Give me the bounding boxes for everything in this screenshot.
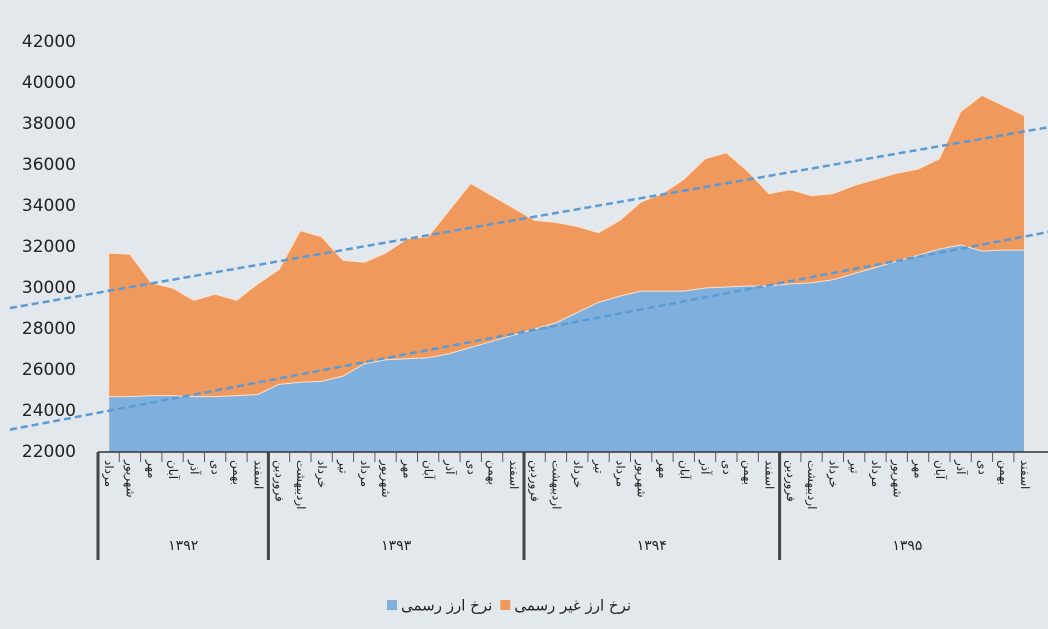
group-label: ۱۳۹۵ (892, 538, 922, 554)
x-tick-label: دی (975, 460, 989, 475)
legend-label: نرخ ارز غیر رسمی (514, 597, 631, 615)
x-tick-label: شهریور (122, 459, 137, 498)
x-tick-label: آذر (953, 459, 969, 475)
x-tick-label: اسفند (507, 460, 521, 489)
x-tick-label: مرداد (357, 460, 372, 487)
x-tick-label: تیر (847, 459, 862, 474)
x-tick-label: اردیبهشت (804, 460, 819, 509)
x-tick-label: مرداد (612, 460, 627, 487)
x-tick-label: بهمن (229, 460, 244, 485)
y-tick-label: 38000 (22, 114, 76, 134)
x-tick-label: مهر (655, 459, 670, 479)
y-tick-label: 30000 (22, 278, 76, 298)
x-tick-label: تیر (591, 459, 606, 474)
x-tick-label: خرداد (570, 460, 585, 488)
trendline (9, 230, 1048, 431)
group-label: ۱۳۹۴ (637, 538, 667, 554)
x-tick-label: آذر (442, 459, 458, 475)
y-tick-label: 28000 (22, 319, 76, 339)
x-tick-label: شهریور (378, 459, 393, 498)
group-label: ۱۳۹۲ (168, 538, 198, 554)
x-tick-label: فروردین (272, 460, 287, 502)
x-tick-label: بهمن (996, 460, 1011, 485)
y-tick-label: 26000 (22, 360, 76, 380)
x-tick-label: آبان (422, 460, 437, 480)
x-tick-label: اردیبهشت (548, 460, 563, 509)
x-tick-label: آذر (186, 459, 202, 475)
x-tick-label: شهریور (634, 459, 649, 498)
x-tick-label: آبان (166, 460, 181, 480)
x-tick-label: مرداد (101, 460, 116, 487)
x-tick-label: آذر (698, 459, 714, 475)
x-tick-label: بهمن (740, 460, 755, 485)
x-tick-label: شهریور (889, 459, 904, 498)
x-tick-label: خرداد (825, 460, 840, 488)
x-tick-label: مهر (144, 459, 159, 479)
x-tick-label: دی (209, 460, 223, 475)
group-label: ۱۳۹۳ (381, 538, 412, 554)
x-tick-label: دی (720, 460, 734, 475)
x-tick-label: آبان (933, 460, 948, 480)
x-tick-label: فروردین (783, 460, 798, 502)
x-tick-label: خرداد (314, 460, 329, 488)
area (108, 244, 1026, 453)
x-tick-label: بهمن (485, 460, 500, 485)
x-tick-label: فروردین (527, 460, 542, 502)
x-tick-label: اسفند (251, 460, 265, 489)
y-tick-label: 36000 (22, 155, 76, 175)
legend-swatch (500, 600, 511, 610)
y-tick-label: 40000 (22, 73, 76, 93)
y-tick-label: 24000 (22, 401, 76, 421)
x-tick-label: مهر (911, 459, 926, 479)
x-tick-label: دی (464, 460, 478, 475)
y-tick-label: 32000 (22, 237, 76, 257)
y-tick-label: 42000 (22, 32, 76, 52)
y-tick-label: 22000 (22, 442, 76, 462)
x-tick-label: تیر (335, 459, 350, 474)
x-tick-label: اردیبهشت (293, 460, 308, 509)
y-tick-label: 34000 (22, 196, 76, 216)
x-tick-label: مهر (399, 459, 414, 479)
x-tick-label: اسفند (762, 460, 776, 489)
legend-label: نرخ ارز رسمی (401, 597, 492, 615)
x-tick-label: مرداد (868, 460, 883, 487)
x-tick-label: آبان (677, 460, 692, 480)
legend-swatch (387, 600, 397, 610)
x-tick-label: اسفند (1018, 460, 1032, 489)
